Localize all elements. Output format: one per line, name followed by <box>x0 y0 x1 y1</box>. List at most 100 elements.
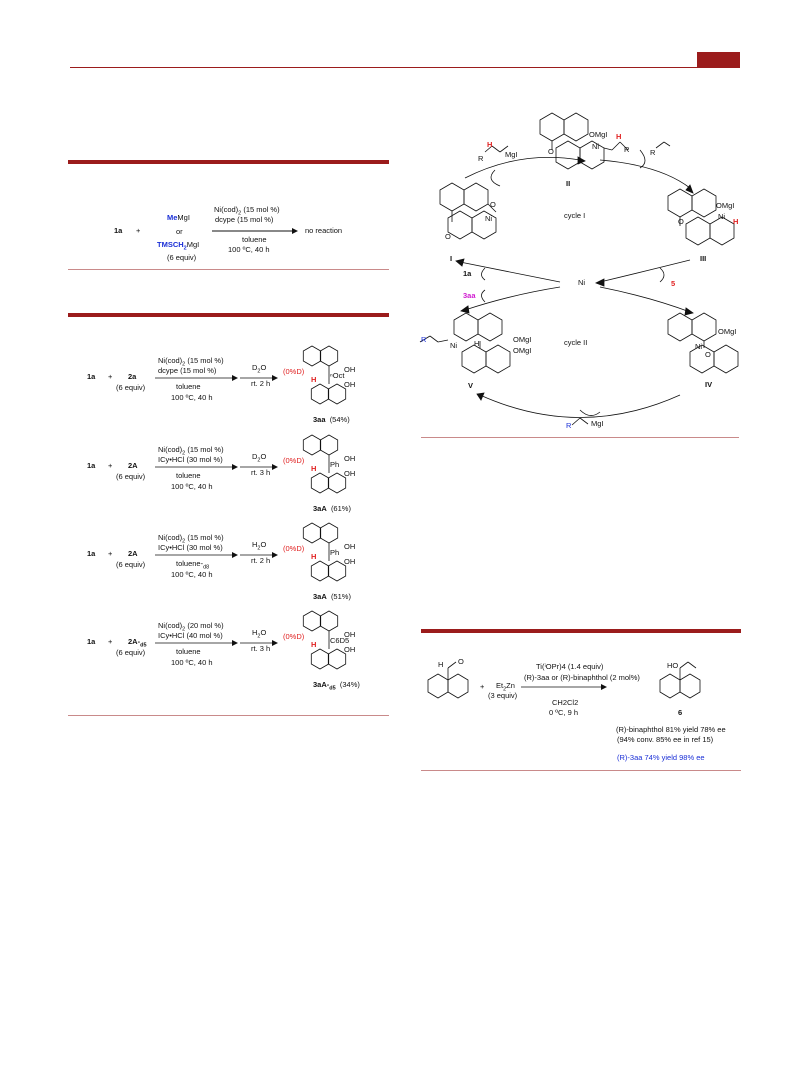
ii-ni: Ni <box>592 142 600 151</box>
reagent-me: MeMgI <box>167 213 190 222</box>
reagent: 2A-d5 <box>128 637 147 649</box>
quench-time: rt. 3 h <box>251 644 271 653</box>
condition-ti: Ti(ⁱOPr)4 (1.4 equiv) <box>536 662 604 671</box>
plus-sign: + <box>108 372 113 381</box>
condition-ligand: dcype (15 mol %) <box>215 215 274 224</box>
header-rule <box>70 67 740 68</box>
condition-catalyst: Ni(cod)2 (15 mol %) <box>158 356 224 368</box>
condition-catalyst: Ni(cod)2 (15 mol %) <box>158 533 224 545</box>
hydrogen-label: H <box>311 552 317 561</box>
deuterium-label: (0%D) <box>283 367 305 376</box>
condition-temp: 100 ºC, 40 h <box>171 482 213 491</box>
condition-solvent: toluene <box>176 471 201 480</box>
hydrogen-label: H <box>311 375 317 384</box>
hydroxyl-bottom: OH <box>344 469 356 478</box>
arrowhead-1 <box>232 552 238 558</box>
condition-ligand: (R)-3aa or (R)-binaphthol (2 mol%) <box>524 673 640 682</box>
hydroxyl-bottom: OH <box>344 645 356 654</box>
condition-solvent: toluene-d8 <box>176 559 210 571</box>
v-ni: Ni <box>450 341 458 350</box>
condition-solvent: CH2Cl2 <box>552 698 579 707</box>
arrowhead-1 <box>232 375 238 381</box>
product-label: 3aa (54%) <box>313 415 350 424</box>
condition-catalyst: Ni(cod)2 (15 mol %) <box>214 205 280 217</box>
reagent-equiv: (6 equiv) <box>116 560 146 569</box>
condition-solvent: toluene <box>242 235 267 244</box>
intermediate-iii: III <box>700 254 707 263</box>
substituent-label: ⁿOct <box>330 371 345 380</box>
scheme-b-top-rule <box>68 313 389 317</box>
reagent-1a: 1a <box>463 269 472 278</box>
bottom-reagent-r: R <box>566 421 572 430</box>
reagent-top-mgi: MgI <box>505 150 518 159</box>
cycle-label-1: cycle I <box>564 211 586 220</box>
intermediate-iv: IV <box>705 380 713 389</box>
v-omgi-1: OMgI <box>513 335 532 344</box>
iii-omgi: OMgI <box>716 201 735 210</box>
product-3aa: 3aa <box>463 291 476 300</box>
substituent-label: Ph <box>330 460 340 469</box>
iv-o: O <box>705 350 711 359</box>
naphthyl-ring-d <box>327 472 347 494</box>
condition-catalyst: Ni(cod)2 (20 mol %) <box>158 621 224 633</box>
diethylzinc: Et2Zn <box>496 681 515 693</box>
cycle-label-2: cycle II <box>564 338 588 347</box>
iii-ni: Ni <box>718 212 726 221</box>
reagent-top-h: H <box>487 140 493 149</box>
cycle-bottom-rule <box>421 437 739 438</box>
condition-temp: 100 ºC, 40 h <box>171 570 213 579</box>
scheme-c-top-rule <box>421 629 741 633</box>
quench-reagent: D2O <box>252 363 267 375</box>
bottom-reagent-mgi: MgI <box>591 419 604 428</box>
hydroxyl-bottom: OH <box>344 557 356 566</box>
substrate: 1a <box>87 372 96 381</box>
condition-temp: 100 ºC, 40 h <box>228 245 270 254</box>
quench-reagent: D2O <box>252 452 267 464</box>
iii-h: H <box>733 217 739 226</box>
header-tab <box>697 52 740 67</box>
aldehyde-o: O <box>458 657 464 666</box>
scheme-a-bottom-rule <box>68 269 389 270</box>
i-o2: O <box>445 232 451 241</box>
or-text: or <box>176 227 183 236</box>
substrate: 1a <box>87 461 96 470</box>
scheme-b-bottom-rule <box>68 715 389 716</box>
reagent-tms: TMSCH2MgI <box>157 240 200 252</box>
condition-additive: ICy•HCl (40 mol %) <box>158 631 223 640</box>
condition-additive: ICy•HCl (30 mol %) <box>158 543 223 552</box>
reagent-equiv: (6 equiv) <box>116 648 146 657</box>
arrowhead-2 <box>272 375 278 381</box>
quench-time: rt. 2 h <box>251 556 271 565</box>
reagent: 2a <box>128 372 137 381</box>
substituent-label: C6D5 <box>330 636 350 645</box>
condition-temp: 100 ºC, 40 h <box>171 393 213 402</box>
condition-solvent: toluene <box>176 647 201 656</box>
product-6: 6 <box>678 708 683 717</box>
condition-temp: 100 ºC, 40 h <box>171 658 213 667</box>
reagent: 2A <box>128 549 138 558</box>
naphthyl-ring-d <box>327 383 347 405</box>
result-3aa: (R)-3aa 74% yield 98% ee <box>617 753 705 762</box>
substrate: 1a <box>87 637 96 646</box>
naphthyl-ring-d <box>327 648 347 670</box>
iii-o: O <box>678 217 684 226</box>
plus-sign: + <box>108 549 113 558</box>
intermediate-v: V <box>468 381 474 390</box>
product-ho: HO <box>667 661 679 670</box>
ii-o: O <box>548 147 554 156</box>
hydroxyl-top: OH <box>344 542 356 551</box>
v-r: R <box>421 335 427 344</box>
scheme-c-bottom-rule <box>421 770 741 771</box>
condition-temp: 0 ºC, 9 h <box>549 708 579 717</box>
condition-additive: ICy•HCl (30 mol %) <box>158 455 223 464</box>
reagent: 2A <box>128 461 138 470</box>
v-omgi-2: OMgI <box>513 346 532 355</box>
intermediate-ii: II <box>566 179 571 188</box>
i-ni: Ni <box>485 214 493 223</box>
arrowhead-2 <box>272 640 278 646</box>
scheme-a-top-rule <box>68 160 389 164</box>
